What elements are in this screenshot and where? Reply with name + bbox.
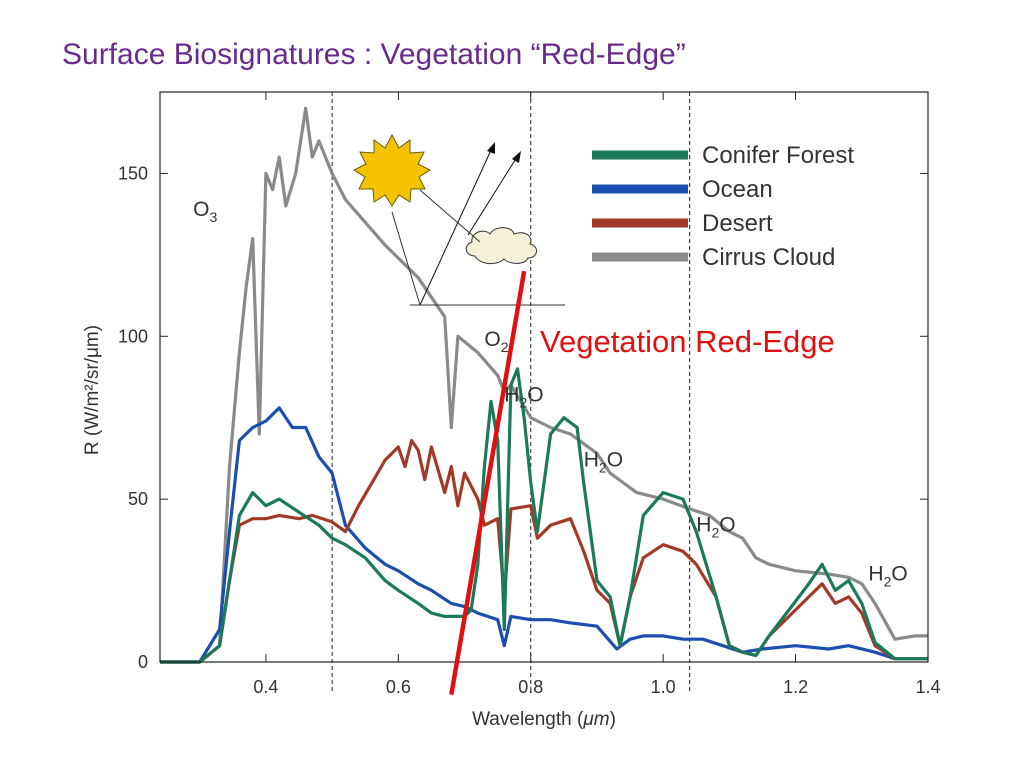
slide-title: Surface Biosignatures : Vegetation “Red-… (62, 38, 686, 71)
legend-label: Ocean (702, 176, 773, 203)
sun-to-cloud-ray (419, 189, 481, 243)
absorption-label: H2O (696, 514, 735, 541)
x-tick-label: 1.2 (783, 677, 808, 697)
red-edge-line (449, 270, 527, 695)
series-group (160, 106, 928, 664)
x-tick-label: 0.8 (518, 677, 543, 697)
plot-frame (159, 91, 929, 663)
reflected-ray-2 (467, 156, 518, 236)
red-edge-label: Vegetation Red-Edge (540, 324, 835, 359)
absorption-label: H2O (584, 449, 623, 476)
absorption-label: O2 (484, 328, 508, 355)
y-tick-label: 50 (128, 489, 148, 509)
x-tick-label: 1.0 (651, 677, 676, 697)
x-axis-title: Wavelength (μm) (472, 709, 616, 730)
legend-label: Cirrus Cloud (702, 244, 835, 271)
cloud-icon (465, 227, 537, 264)
x-tick-label: 0.6 (386, 677, 411, 697)
series-line-cirrus-cloud (160, 106, 928, 664)
y-tick-label: 100 (118, 326, 148, 346)
reflection-illustration (352, 133, 565, 306)
x-tick-label: 1.4 (915, 677, 940, 697)
annotations-group: O3 O2 H2O H2O H2O H2O (193, 198, 908, 590)
y-tick-label: 0 (138, 652, 148, 672)
series-line-ocean (160, 406, 928, 664)
legend-label: Conifer Forest (702, 142, 854, 169)
y-axis-title: R (W/m²/sr/μm) (82, 325, 103, 455)
ticks-group: 0.4 0.6 0.8 1.0 1.2 1.4 0 50 100 150 (118, 92, 941, 697)
absorption-label: H2O (504, 383, 543, 410)
absorption-label: H2O (868, 563, 907, 590)
absorption-label: O3 (193, 198, 217, 225)
reflected-arrow-1-icon (487, 142, 495, 154)
legend-label: Desert (702, 210, 773, 237)
series-line-conifer-forest (160, 367, 928, 664)
legend: Conifer Forest Ocean Desert Cirrus Cloud (592, 142, 854, 271)
incoming-ray (391, 211, 421, 306)
reflected-arrow-2-icon (512, 151, 521, 163)
marker-lines-group (331, 92, 691, 692)
reflected-ray-1 (419, 147, 493, 306)
y-tick-label: 150 (118, 163, 148, 183)
x-tick-label: 0.4 (253, 677, 278, 697)
sun-core (372, 151, 412, 191)
